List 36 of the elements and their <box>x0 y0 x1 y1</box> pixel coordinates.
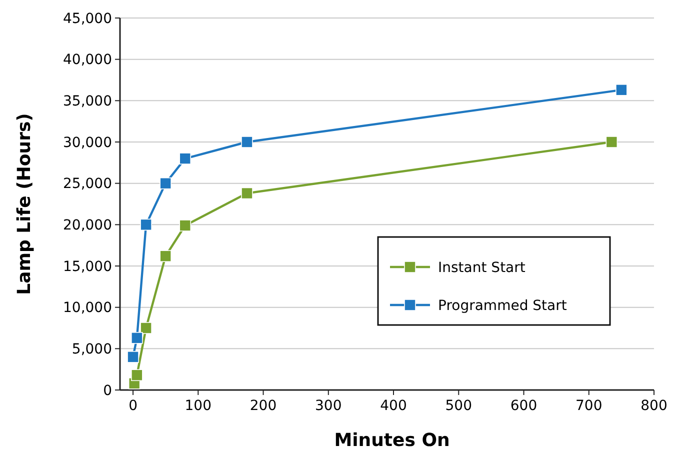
point <box>241 187 253 200</box>
y-tick-label: 30,000 <box>63 134 112 151</box>
y-tick-label: 45,000 <box>63 10 112 27</box>
x-tick-label: 800 <box>640 398 668 414</box>
x-axis-title: Minutes On <box>334 430 450 451</box>
y-tick-label: 25,000 <box>63 176 112 192</box>
x-tick-label: 400 <box>380 398 407 414</box>
x-tick-label: 700 <box>576 398 602 414</box>
point <box>616 84 628 96</box>
y-tick-label: 10,000 <box>63 300 112 316</box>
point <box>179 220 192 232</box>
y-tick-label: 40,000 <box>63 52 112 68</box>
x-tick-label: 600 <box>510 398 538 414</box>
x-tick-label: 300 <box>315 398 342 414</box>
x-tick-label: 200 <box>250 398 277 414</box>
point <box>127 351 139 363</box>
x-tick-label: 100 <box>184 398 212 414</box>
y-axis-title: Lamp Life (Hours) <box>14 113 35 295</box>
y-tick-label: 0 <box>103 382 112 399</box>
point <box>241 136 253 148</box>
legend-label: Programmed Start <box>438 298 568 314</box>
point <box>131 332 143 344</box>
point <box>140 218 152 231</box>
y-tick-label: 20,000 <box>63 218 112 234</box>
y-tick-label: 15,000 <box>63 258 112 275</box>
point <box>140 322 152 334</box>
point <box>179 152 192 164</box>
x-tick-label: 0 <box>128 398 138 414</box>
point <box>160 177 172 190</box>
point <box>606 136 618 148</box>
x-tick-label: 500 <box>445 398 472 414</box>
y-tick-label: 35,000 <box>63 94 112 110</box>
point <box>160 250 172 262</box>
legend-label: Instant Start <box>438 260 526 276</box>
point <box>131 369 143 382</box>
y-tick-label: 5,000 <box>72 342 112 358</box>
